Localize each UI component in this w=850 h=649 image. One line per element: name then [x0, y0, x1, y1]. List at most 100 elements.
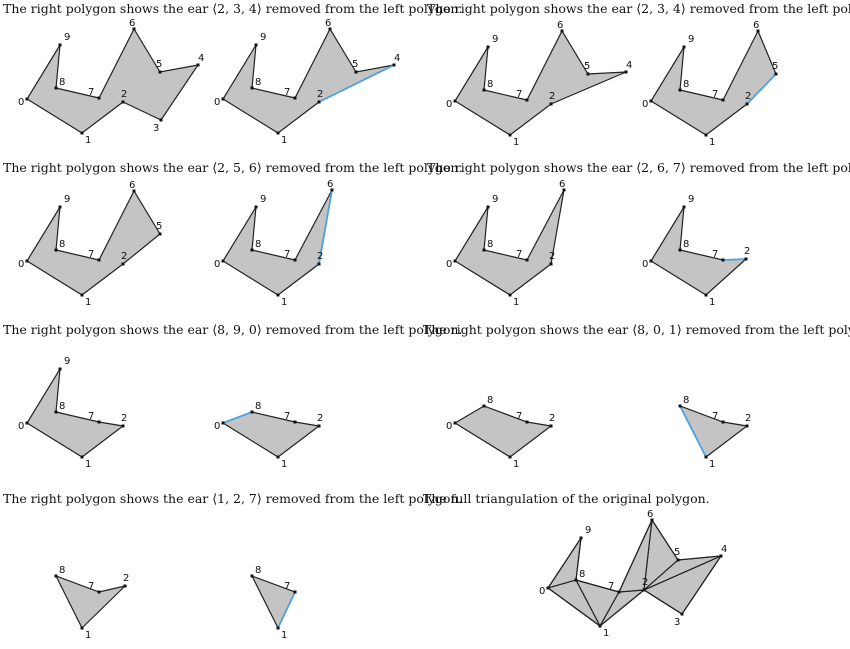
vertex-label: 9	[260, 32, 266, 43]
vertex-label: 2	[121, 89, 127, 100]
vertex-dot	[293, 590, 297, 594]
vertex-dot	[221, 97, 225, 101]
vertex-dot	[574, 578, 578, 582]
vertex-label: 5	[156, 221, 162, 232]
vertex-label: 3	[674, 617, 680, 628]
polygon-10	[221, 411, 321, 458]
polygon-3	[454, 29, 627, 136]
vertex-dot	[123, 584, 127, 588]
vertex-dot	[482, 404, 486, 408]
vertex-label: 6	[129, 18, 135, 29]
vertex-dot	[617, 590, 621, 594]
vertex-label: 6	[129, 180, 135, 191]
vertex-dot	[650, 518, 654, 522]
vertex-dot	[196, 63, 200, 67]
vertex-label: 2	[745, 91, 751, 102]
vertex-dot	[293, 258, 297, 262]
vertex-label: 4	[394, 53, 400, 64]
vertex-dot	[525, 258, 529, 262]
new-edge-6	[318, 189, 333, 265]
vertex-dot	[525, 98, 529, 102]
vertex-dot	[293, 96, 297, 100]
vertex-label: 5	[156, 59, 162, 70]
vertex-label: 9	[688, 34, 694, 45]
vertex-label: 1	[281, 459, 287, 470]
vertex-dot	[158, 232, 162, 236]
vertex-label: 7	[516, 411, 522, 422]
vertex-label: 0	[18, 421, 24, 432]
vertex-dot	[276, 293, 280, 297]
vertex-label: 2	[123, 573, 129, 584]
vertex-label: 2	[549, 413, 555, 424]
vertex-dot	[678, 88, 682, 92]
vertex-dot	[58, 205, 62, 209]
vertex-label: 1	[513, 137, 519, 148]
vertex-dot	[97, 258, 101, 262]
vertex-dot	[221, 421, 225, 425]
vertex-label: 8	[59, 239, 65, 250]
vertex-dot	[642, 588, 646, 592]
vertex-label: 5	[352, 59, 358, 70]
caption-1: The right polygon shows the ear ⟨2, 3, 4…	[3, 1, 463, 16]
vertex-dot	[25, 259, 29, 263]
vertex-label: 3	[153, 123, 159, 134]
vertex-dot	[97, 420, 101, 424]
vertex-label: 6	[753, 20, 759, 31]
polygon-7	[454, 189, 565, 296]
vertex-dot	[317, 100, 321, 104]
vertex-label: 8	[255, 77, 261, 88]
vertex-label: 7	[608, 581, 614, 592]
vertex-label: 0	[214, 259, 220, 270]
vertex-dot	[482, 248, 486, 252]
vertex-dot	[80, 293, 84, 297]
vertex-label: 1	[281, 630, 287, 641]
vertex-label: 8	[683, 79, 689, 90]
vertex-dot	[649, 99, 653, 103]
vertex-dot	[682, 205, 686, 209]
vertex-dot	[549, 262, 553, 266]
vertex-label: 8	[59, 565, 65, 576]
vertex-label: 1	[603, 628, 609, 639]
vertex-dot	[132, 189, 136, 193]
vertex-label: 7	[516, 89, 522, 100]
vertex-dot	[250, 86, 254, 90]
triangulation-polygon	[547, 518, 723, 627]
vertex-label: 9	[64, 356, 70, 367]
vertex-dot	[721, 420, 725, 424]
vertex-label: 1	[709, 459, 715, 470]
vertex-label: 2	[121, 251, 127, 262]
vertex-dot	[250, 248, 254, 252]
vertex-label: 7	[284, 87, 290, 98]
vertex-label: 5	[772, 61, 778, 72]
vertex-label: 0	[214, 97, 220, 108]
vertex-label: 2	[317, 251, 323, 262]
vertex-label: 1	[85, 135, 91, 146]
vertex-label: 6	[647, 509, 653, 520]
vertex-dot	[25, 97, 29, 101]
vertex-label: 9	[64, 194, 70, 205]
vertex-dot	[317, 262, 321, 266]
vertex-label: 7	[88, 249, 94, 260]
vertex-dot	[486, 205, 490, 209]
new-edge-2	[318, 64, 395, 103]
vertex-dot	[719, 554, 723, 558]
vertex-dot	[80, 131, 84, 135]
vertex-label: 2	[745, 413, 751, 424]
vertex-label: 2	[549, 91, 555, 102]
vertex-label: 8	[683, 239, 689, 250]
vertex-label: 7	[712, 89, 718, 100]
vertex-dot	[317, 424, 321, 428]
vertex-dot	[276, 455, 280, 459]
vertex-label: 7	[284, 581, 290, 592]
vertex-label: 8	[255, 401, 261, 412]
polygon-4	[650, 29, 777, 136]
vertex-dot	[97, 590, 101, 594]
vertex-dot	[774, 72, 778, 76]
vertex-label: 8	[683, 395, 689, 406]
vertex-dot	[624, 70, 628, 74]
vertex-dot	[598, 624, 602, 628]
vertex-label: 1	[513, 459, 519, 470]
vertex-dot	[744, 257, 748, 261]
vertex-dot	[549, 102, 553, 106]
vertex-dot	[392, 63, 396, 67]
